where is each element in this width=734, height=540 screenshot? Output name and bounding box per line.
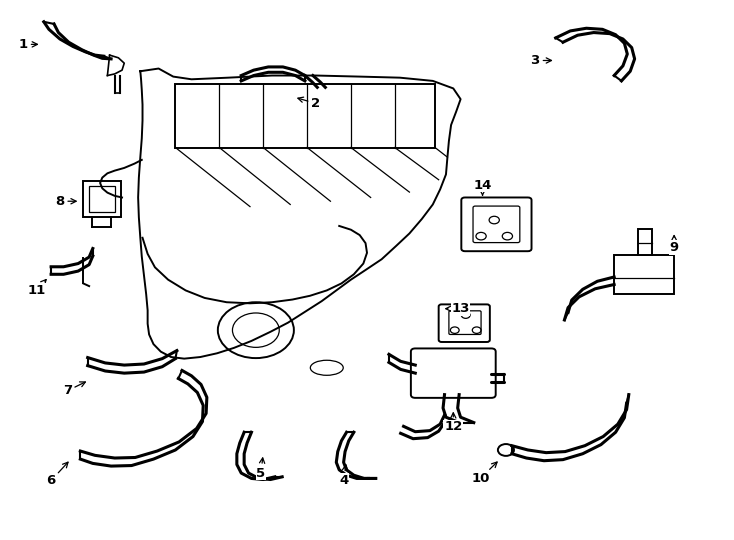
Bar <box>89 186 115 212</box>
Text: 3: 3 <box>531 54 551 67</box>
Bar <box>83 181 121 218</box>
Text: 1: 1 <box>19 38 37 51</box>
Text: 12: 12 <box>444 413 462 434</box>
Text: 7: 7 <box>62 382 85 397</box>
Bar <box>175 84 435 147</box>
FancyBboxPatch shape <box>449 311 481 334</box>
FancyBboxPatch shape <box>462 198 531 251</box>
Bar <box>614 255 674 294</box>
Text: 6: 6 <box>46 462 68 487</box>
Text: 13: 13 <box>446 302 470 315</box>
Text: 10: 10 <box>471 462 497 485</box>
Text: 14: 14 <box>473 179 492 195</box>
Text: 4: 4 <box>339 465 348 487</box>
FancyBboxPatch shape <box>411 348 495 398</box>
FancyBboxPatch shape <box>439 305 490 342</box>
Text: 8: 8 <box>55 195 76 208</box>
Text: 11: 11 <box>27 280 46 297</box>
Text: 2: 2 <box>298 97 320 110</box>
FancyBboxPatch shape <box>473 206 520 242</box>
Text: 9: 9 <box>669 235 679 254</box>
Text: 5: 5 <box>256 458 266 480</box>
Bar <box>638 228 653 255</box>
